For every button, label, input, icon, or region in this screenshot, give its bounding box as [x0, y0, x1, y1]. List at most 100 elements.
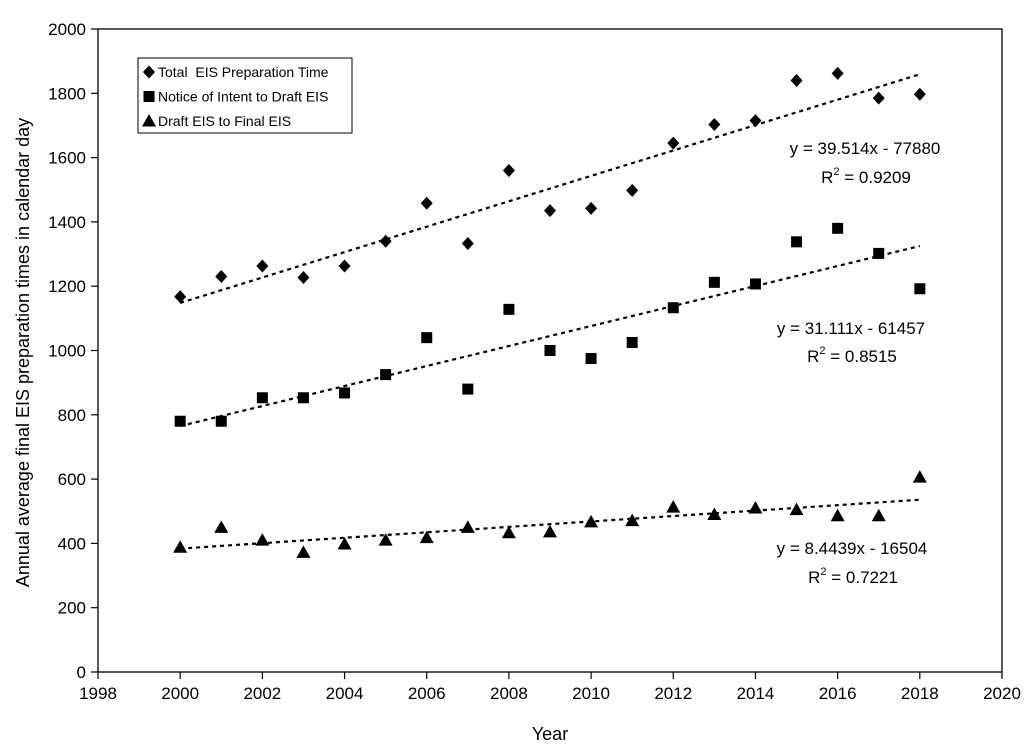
- data-point-triangle: [460, 520, 475, 533]
- y-axis: 0 200 400 600 800 1000 1200 1400 1600 1800 2000: [48, 20, 98, 682]
- data-point-triangle: [543, 524, 557, 538]
- data-point-triangle: [173, 540, 188, 553]
- legend-label: Total EIS Preparation Time: [158, 64, 329, 80]
- x-tick-label: 2010: [572, 684, 610, 703]
- data-point-square: [256, 392, 268, 404]
- x-tick-label: 2014: [737, 684, 775, 703]
- data-point-triangle: [255, 533, 270, 546]
- data-point-square: [544, 345, 556, 356]
- y-tick-label: 1600: [48, 149, 86, 168]
- data-point-triangle: [337, 537, 352, 550]
- data-point-diamond: [708, 117, 721, 131]
- data-point-triangle: [296, 545, 311, 558]
- legend: Total EIS Preparation Time Notice of Inte…: [137, 57, 353, 134]
- data-point-square: [462, 383, 474, 395]
- data-point-triangle: [666, 500, 681, 513]
- data-point-diamond: [790, 73, 803, 87]
- legend-marker: [143, 65, 155, 79]
- data-point-triangle: [584, 514, 599, 528]
- y-tick-label: 1200: [48, 277, 86, 296]
- x-tick-label: 2008: [490, 684, 528, 703]
- legend-marker: [142, 114, 156, 127]
- data-point-triangle: [748, 501, 763, 514]
- trendline: [179, 244, 921, 428]
- data-point-triangle: [214, 520, 229, 533]
- x-axis: 1998 2000 2002 2004 2006 2008 2010 2012 2014 2016…: [79, 672, 1021, 703]
- y-tick-label: 600: [58, 470, 86, 489]
- data-point-triangle: [707, 507, 722, 520]
- data-point-diamond: [749, 114, 762, 128]
- data-point-triangle: [378, 533, 393, 546]
- data-point-square: [380, 369, 392, 381]
- x-tick-label: 2012: [654, 684, 692, 703]
- legend-label: Draft EIS to Final EIS: [158, 113, 291, 129]
- data-point-triangle: [419, 530, 434, 544]
- data-points: [173, 66, 927, 558]
- data-point-square: [585, 353, 597, 365]
- x-tick-label: 2006: [408, 684, 446, 703]
- data-point-square: [791, 236, 803, 248]
- data-point-triangle: [625, 513, 640, 527]
- data-point-square: [215, 415, 227, 427]
- data-point-square: [339, 387, 351, 399]
- trendline-equation: y = 8.4439x - 16504: [777, 539, 928, 558]
- x-tick-label: 2016: [819, 684, 857, 703]
- data-point-diamond: [256, 259, 269, 273]
- x-axis-title: Year: [532, 724, 568, 744]
- x-tick-label: 1998: [79, 684, 117, 703]
- x-tick-label: 2020: [983, 684, 1021, 703]
- y-axis-title: Annual average final EIS preparation tim…: [13, 118, 33, 587]
- x-tick-label: 2018: [901, 684, 939, 703]
- data-point-square: [708, 276, 720, 288]
- r-squared-label: R2 = 0.9209: [821, 166, 911, 187]
- legend-marker: [143, 91, 155, 102]
- r-squared-label: R2 = 0.7221: [808, 566, 898, 587]
- trendline: [179, 73, 921, 304]
- data-point-triangle: [912, 470, 927, 483]
- data-point-diamond: [174, 290, 187, 304]
- y-tick-label: 200: [58, 599, 86, 618]
- data-point-diamond: [585, 201, 598, 215]
- data-point-diamond: [544, 204, 556, 218]
- data-point-triangle: [789, 502, 804, 516]
- data-point-diamond: [338, 259, 351, 273]
- x-tick-label: 2002: [243, 684, 281, 703]
- trendline-equation: y = 39.514x - 77880: [790, 139, 941, 158]
- y-tick-label: 1000: [48, 342, 86, 361]
- data-point-diamond: [913, 87, 926, 101]
- data-point-square: [832, 222, 844, 234]
- data-point-triangle: [871, 508, 886, 522]
- trendline-equations: y = 39.514x - 77880 R2 = 0.9209 y = 31.111…: [777, 139, 941, 587]
- trendline-equation: y = 31.111x - 61457: [777, 319, 925, 338]
- y-tick-label: 1800: [48, 84, 86, 103]
- data-point-square: [626, 336, 638, 348]
- data-point-diamond: [420, 196, 433, 210]
- data-point-diamond: [502, 163, 515, 177]
- data-point-diamond: [872, 91, 885, 105]
- y-tick-label: 800: [58, 406, 86, 425]
- data-point-square: [297, 392, 309, 404]
- data-point-triangle: [501, 525, 516, 539]
- data-point-triangle: [830, 508, 845, 522]
- y-tick-label: 1400: [48, 213, 86, 232]
- data-point-square: [914, 283, 926, 295]
- data-point-diamond: [667, 136, 680, 150]
- data-point-square: [503, 303, 515, 315]
- data-point-diamond: [215, 270, 228, 284]
- legend-box: [137, 57, 353, 134]
- data-point-diamond: [379, 234, 392, 248]
- data-point-square: [749, 278, 761, 290]
- data-point-square: [421, 332, 433, 344]
- data-point-diamond: [626, 183, 639, 197]
- data-point-square: [873, 247, 885, 259]
- y-tick-label: 400: [58, 534, 86, 553]
- data-point-diamond: [461, 236, 474, 250]
- y-tick-label: 0: [77, 663, 86, 682]
- data-point-square: [174, 415, 186, 427]
- x-tick-label: 2000: [161, 684, 199, 703]
- legend-label: Notice of Intent to Draft EIS: [158, 89, 328, 105]
- r-squared-label: R2 = 0.8515: [807, 345, 897, 366]
- y-tick-label: 2000: [48, 20, 86, 39]
- x-tick-label: 2004: [326, 684, 364, 703]
